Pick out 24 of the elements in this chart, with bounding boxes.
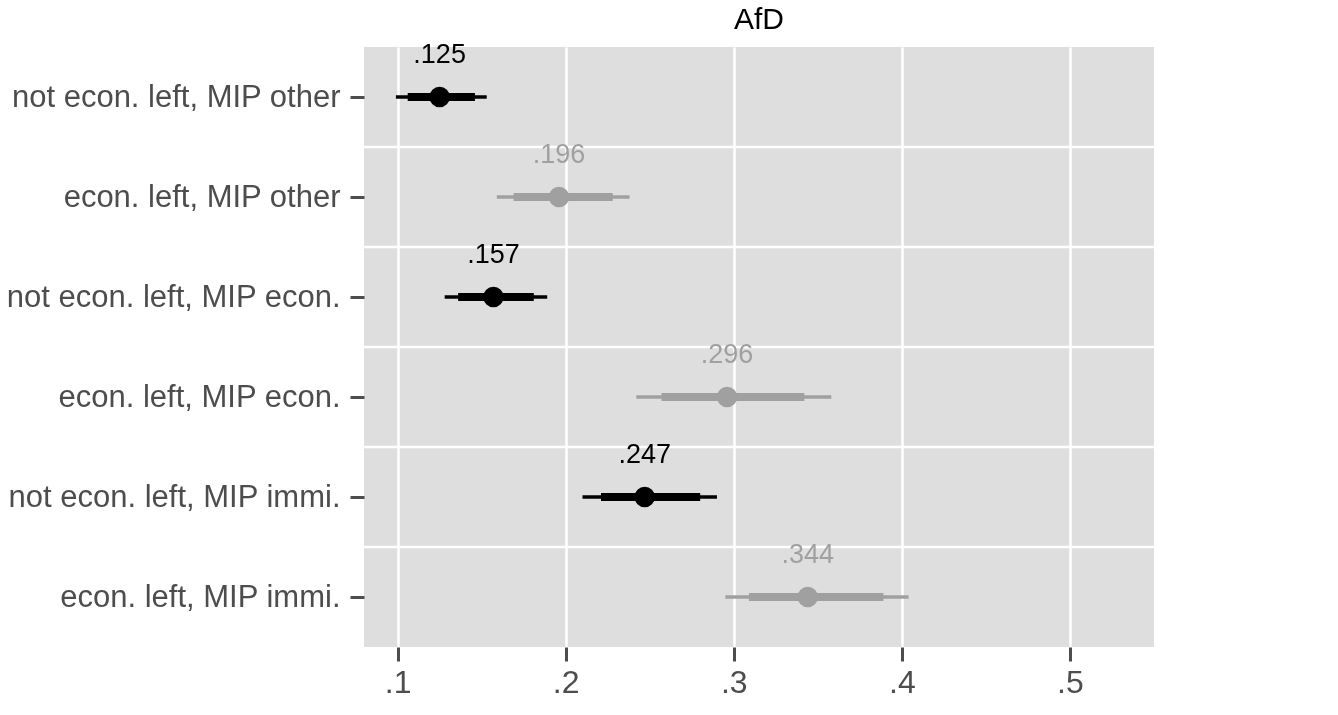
y-tick-label: not econ. left, MIP other xyxy=(11,78,341,114)
y-tick-label: econ. left, MIP econ. xyxy=(58,378,341,414)
chart-title: AfD xyxy=(733,2,785,35)
x-tick-label: .3 xyxy=(720,663,748,700)
x-tick-label: .4 xyxy=(889,663,916,700)
y-tick-label: not econ. left, MIP econ. xyxy=(6,278,341,314)
data-label: .296 xyxy=(700,339,754,369)
point xyxy=(634,486,655,508)
data-label: .125 xyxy=(413,39,466,69)
y-tick-label: econ. left, MIP other xyxy=(63,178,341,214)
data-label: .344 xyxy=(781,539,835,569)
y-tick-label: not econ. left, MIP immi. xyxy=(8,478,341,514)
point xyxy=(429,86,450,108)
point xyxy=(797,586,818,608)
data-label: .157 xyxy=(467,239,520,269)
data-label: .247 xyxy=(618,439,671,469)
point xyxy=(716,386,738,408)
x-tick-label: .5 xyxy=(1057,663,1084,700)
y-tick-label: econ. left, MIP immi. xyxy=(60,578,341,614)
x-tick-label: .1 xyxy=(384,663,412,700)
point xyxy=(548,186,570,208)
x-tick-label: .2 xyxy=(552,663,580,700)
data-label: .196 xyxy=(532,139,586,169)
point xyxy=(483,286,504,308)
